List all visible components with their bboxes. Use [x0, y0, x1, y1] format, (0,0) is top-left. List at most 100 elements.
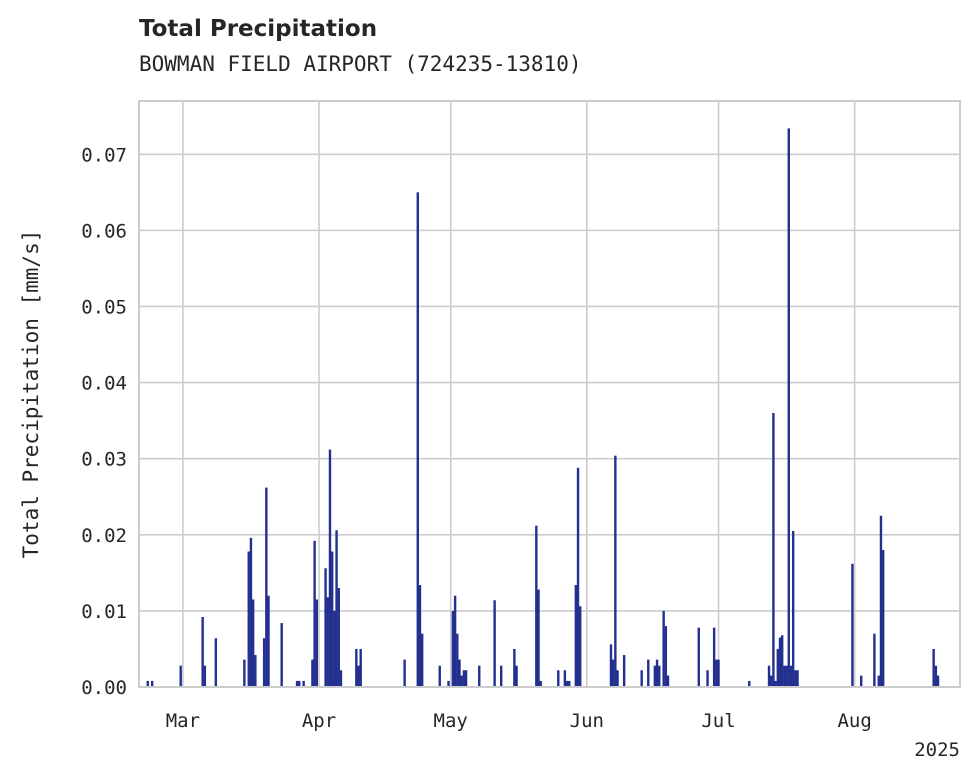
- precipitation-bar: [500, 665, 503, 687]
- precipitation-bar: [447, 680, 450, 687]
- precipitation-bar: [936, 675, 940, 687]
- precipitation-bar: [860, 675, 863, 687]
- precipitation-bar: [324, 568, 327, 687]
- precipitation-bar: [513, 648, 516, 687]
- precipitation-bar: [453, 595, 457, 687]
- precipitation-bar: [767, 665, 771, 687]
- precipitation-bar: [539, 680, 542, 687]
- precipitation-bar: [614, 455, 617, 687]
- precipitation-bar: [416, 192, 419, 687]
- precipitation-bar: [537, 589, 540, 687]
- precipitation-bar: [355, 648, 358, 687]
- precipitation-bar: [265, 487, 268, 687]
- precipitation-bar: [780, 635, 784, 687]
- grid-lines: [139, 101, 960, 688]
- precipitation-bar: [460, 675, 463, 687]
- precipitation-bar: [715, 659, 718, 687]
- precipitation-bar: [359, 648, 362, 687]
- x-axis-year-label: 2025: [914, 739, 960, 761]
- precipitation-bar: [664, 626, 668, 687]
- precipitation-bar: [295, 680, 299, 687]
- precipitation-bar: [451, 610, 455, 687]
- precipitation-bar: [262, 638, 266, 687]
- precipitation-bar: [243, 659, 246, 687]
- x-tick-label: Apr: [302, 710, 336, 732]
- precipitation-bar: [611, 659, 615, 687]
- precipitation-bar: [791, 530, 795, 687]
- y-axis-ticks: 0.00 0.01 0.02 0.03 0.04 0.05 0.06 0.07: [81, 144, 127, 699]
- precipitation-bar: [254, 655, 257, 687]
- precipitation-bar: [770, 675, 773, 687]
- y-axis-label: Total Precipitation [mm/s]: [19, 230, 43, 559]
- precipitation-bar: [579, 606, 582, 687]
- precipitation-bar: [576, 467, 580, 687]
- precipitation-bar: [458, 659, 461, 687]
- y-tick-label: 0.01: [81, 601, 127, 623]
- precipitation-bar: [330, 551, 334, 687]
- x-tick-label: May: [434, 710, 468, 732]
- precipitation-bar: [794, 670, 797, 687]
- precipitation-bar: [873, 633, 876, 687]
- precipitation-bar: [333, 610, 336, 687]
- y-tick-label: 0.06: [81, 220, 127, 242]
- x-tick-label: Jul: [701, 710, 735, 732]
- y-tick-label: 0.02: [81, 525, 127, 547]
- precipitation-bar: [568, 680, 571, 687]
- precipitation-bar: [778, 637, 782, 687]
- precipitation-bar: [464, 670, 468, 687]
- precipitation-bar: [851, 563, 854, 687]
- precipitation-bar: [932, 648, 935, 687]
- precipitation-bar: [418, 585, 422, 687]
- precipitation-bar: [179, 665, 182, 687]
- precipitation-bar: [251, 599, 255, 687]
- precipitation-bar: [203, 665, 207, 687]
- precipitation-bar: [493, 600, 496, 687]
- x-tick-label: Aug: [837, 710, 871, 732]
- x-tick-label: Jun: [570, 710, 604, 732]
- precipitation-bar: [609, 644, 613, 687]
- precipitation-bar: [298, 680, 301, 687]
- precipitation-bar: [785, 665, 788, 687]
- precipitation-bar: [877, 675, 880, 687]
- y-tick-label: 0.07: [81, 144, 127, 166]
- precipitation-bar: [146, 680, 149, 687]
- precipitation-bar: [796, 670, 799, 687]
- chart-title: Total Precipitation: [139, 16, 378, 42]
- precipitation-bar: [622, 655, 626, 687]
- precipitation-bar: [456, 633, 459, 687]
- bar-series: [146, 128, 940, 687]
- precipitation-bar: [313, 540, 316, 687]
- precipitation-bar: [574, 585, 578, 687]
- precipitation-bar: [515, 665, 518, 687]
- precipitation-bar: [563, 670, 567, 687]
- precipitation-bar: [420, 633, 424, 687]
- precipitation-bar: [535, 525, 538, 687]
- precipitation-bar: [662, 610, 665, 687]
- precipitation-bar: [789, 665, 793, 687]
- precipitation-bar: [647, 659, 650, 687]
- precipitation-bar: [776, 648, 779, 687]
- precipitation-bar: [150, 680, 154, 687]
- precipitation-bar: [280, 623, 283, 687]
- precipitation-bar: [717, 659, 720, 687]
- precipitation-bar: [658, 665, 661, 687]
- precipitation-bar: [565, 680, 569, 687]
- chart-subtitle: BOWMAN FIELD AIRPORT (724235-13810): [139, 52, 582, 76]
- precipitation-bar: [748, 680, 751, 687]
- precipitation-bar: [339, 670, 343, 687]
- precipitation-bar: [787, 128, 790, 687]
- precipitation-bar: [666, 675, 670, 687]
- precipitation-bar: [616, 670, 619, 687]
- precipitation-bar: [302, 680, 305, 687]
- y-tick-label: 0.03: [81, 449, 127, 471]
- precipitation-bar: [438, 665, 441, 687]
- precipitation-bar: [311, 659, 314, 687]
- precipitation-bar: [326, 597, 329, 687]
- y-tick-label: 0.04: [81, 373, 127, 395]
- precipitation-bar: [478, 665, 481, 687]
- precipitation-bar: [214, 638, 218, 687]
- precipitation-bar: [403, 659, 406, 687]
- precipitation-bar: [357, 665, 360, 687]
- precipitation-bar: [247, 551, 250, 687]
